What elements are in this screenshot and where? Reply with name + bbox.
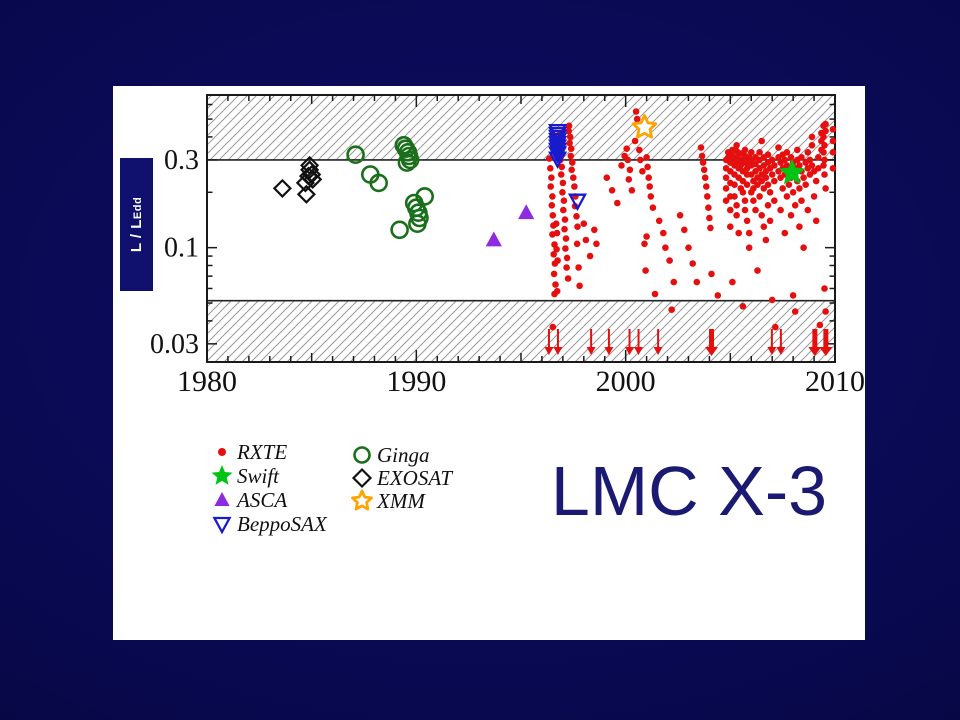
legend-item-bepposax: BeppoSAX	[210, 512, 327, 536]
y-axis-label-box: L / LEdd	[120, 158, 153, 291]
svg-text:1990: 1990	[386, 365, 446, 398]
legend-item-xmm: XMM	[350, 489, 425, 513]
exosat-diamond-marker-icon	[351, 467, 373, 489]
x-axis-tick-labels: 1980 1990 2000 2010	[177, 365, 865, 398]
rxte-dot-marker-icon	[218, 448, 226, 456]
series-EXOSAT	[272, 155, 323, 204]
ginga-circle-marker-icon	[353, 446, 371, 464]
series-Swift	[778, 158, 806, 185]
svg-text:1980: 1980	[177, 365, 237, 398]
legend-label-asca: ASCA	[237, 487, 288, 512]
series-XMM	[631, 114, 658, 139]
legend-item-rxte: RXTE	[210, 440, 287, 464]
legend-label-ginga: Ginga	[377, 442, 430, 467]
svg-text:0.1: 0.1	[164, 233, 199, 264]
plot-border	[206, 94, 836, 363]
svg-text:0.03: 0.03	[150, 329, 199, 360]
legend-label-bepposax: BeppoSAX	[237, 511, 327, 536]
svg-text:2010: 2010	[805, 365, 865, 398]
asca-triangle-marker-icon	[214, 492, 230, 506]
legend-item-asca: ASCA	[210, 488, 287, 512]
series-BeppoSAX	[548, 123, 588, 212]
scatter-plot: 1980 1990 2000 2010 0.3 0.1 0.03	[150, 94, 865, 398]
bepposax-triangle-marker-icon	[212, 516, 232, 535]
series-ASCA	[485, 204, 535, 247]
series-Ginga	[346, 135, 435, 240]
swift-star-marker-icon	[211, 465, 233, 485]
legend-label-rxte: RXTE	[237, 439, 288, 464]
legend-label-xmm: XMM	[377, 488, 425, 513]
svg-text:2000: 2000	[596, 365, 656, 398]
svg-text:0.3: 0.3	[164, 145, 199, 176]
hatched-bands	[207, 94, 835, 363]
legend-label-swift: Swift	[237, 463, 280, 488]
legend-item-exosat: EXOSAT	[350, 466, 452, 490]
y-axis-tick-labels: 0.3 0.1 0.03	[150, 145, 199, 360]
figure-panel: 1980 1990 2000 2010 0.3 0.1 0.03 L / LEdd RXTE…	[113, 86, 865, 640]
legend-item-swift: Swift	[210, 464, 279, 488]
legend-item-ginga: Ginga	[350, 443, 430, 467]
y-axis-label: L / LEdd	[128, 196, 145, 253]
xmm-star-marker-icon	[351, 489, 373, 511]
page-title: LMC X-3	[550, 452, 828, 530]
legend-label-exosat: EXOSAT	[377, 465, 453, 490]
series-RXTE	[546, 108, 837, 331]
upper-limit-arrows	[544, 329, 833, 356]
